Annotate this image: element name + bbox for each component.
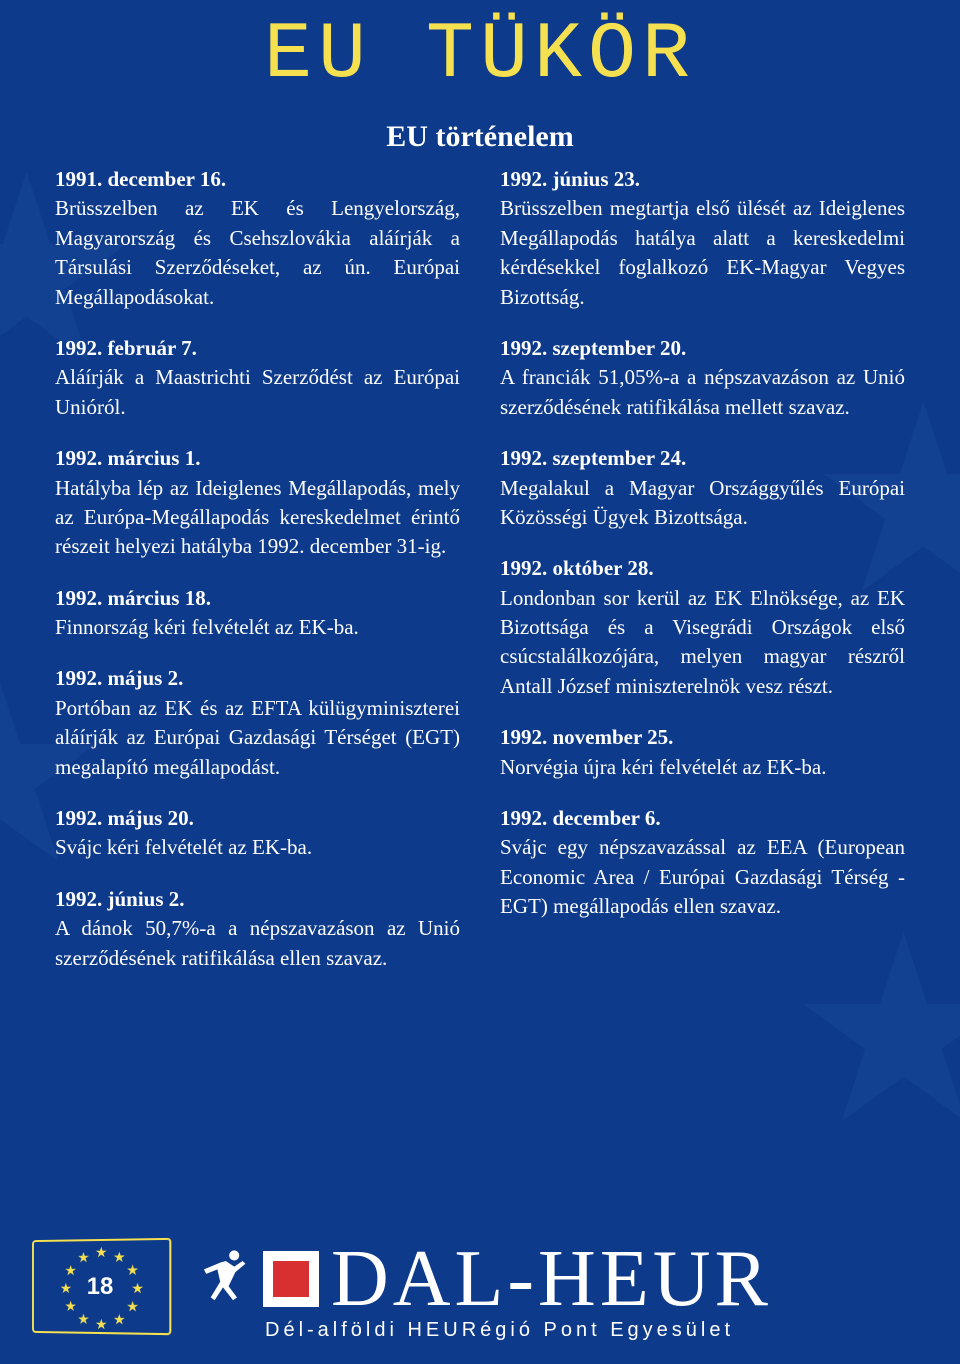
logo-block: DAL-HEUR Dél-alföldi HEURégió Pont Egyes… [195, 1243, 920, 1342]
entry-date: 1992. február 7. [55, 334, 460, 363]
entry-date: 1992. március 18. [55, 584, 460, 613]
timeline-entry: 1992. május 2.Portóban az EK és az EFTA … [55, 664, 460, 782]
left-column: 1991. december 16.Brüsszelben az EK és L… [55, 165, 460, 995]
entry-body: Brüsszelben megtartja első ülését az Ide… [500, 194, 905, 312]
entry-date: 1992. december 6. [500, 804, 905, 833]
timeline-entry: 1992. március 1.Hatályba lép az Ideiglen… [55, 444, 460, 562]
right-column: 1992. június 23.Brüsszelben megtartja el… [500, 165, 905, 995]
timeline-entry: 1992. május 20.Svájc kéri felvételét az … [55, 804, 460, 863]
entry-body: Brüsszelben az EK és Lengyelország, Magy… [55, 194, 460, 312]
logo-subtitle: Dél-alföldi HEURégió Pont Egyesület [265, 1319, 920, 1342]
timeline-entry: 1991. december 16.Brüsszelben az EK és L… [55, 165, 460, 312]
eu-flag-badge: 18 ★★★★★★★★★★★★ [32, 1238, 171, 1335]
entry-body: Svájc egy népszavazással az EEA (Europea… [500, 833, 905, 921]
entry-date: 1992. június 23. [500, 165, 905, 194]
footer: 18 ★★★★★★★★★★★★ DAL-HEUR Dél-alföldi HEU… [0, 1194, 960, 1364]
timeline-entry: 1992. március 18.Finnország kéri felvéte… [55, 584, 460, 643]
entry-date: 1992. október 28. [500, 554, 905, 583]
entry-body: Finnország kéri felvételét az EK-ba. [55, 613, 460, 642]
timeline-entry: 1992. június 2.A dánok 50,7%-a a népszav… [55, 885, 460, 973]
entry-body: Hatályba lép az Ideiglenes Megállapodás,… [55, 474, 460, 562]
entry-body: Aláírják a Maastrichti Szerződést az Eur… [55, 363, 460, 422]
timeline-entry: 1992. szeptember 24.Megalakul a Magyar O… [500, 444, 905, 532]
entry-body: Megalakul a Magyar Országgyűlés Európai … [500, 474, 905, 533]
entry-date: 1992. március 1. [55, 444, 460, 473]
entry-body: Svájc kéri felvételét az EK-ba. [55, 833, 460, 862]
entry-date: 1991. december 16. [55, 165, 460, 194]
entry-date: 1992. június 2. [55, 885, 460, 914]
eu-flag-stars: 18 ★★★★★★★★★★★★ [34, 1240, 169, 1333]
runner-icon [195, 1247, 251, 1311]
timeline-entry: 1992. december 6.Svájc egy népszavazássa… [500, 804, 905, 922]
entry-body: Norvégia újra kéri felvételét az EK-ba. [500, 753, 905, 782]
entry-body: A franciák 51,05%-a a népszavazáson az U… [500, 363, 905, 422]
main-title: EU TÜKÖR [0, 10, 960, 101]
red-square-icon [263, 1251, 319, 1307]
timeline-entry: 1992. november 25.Norvégia újra kéri fel… [500, 723, 905, 782]
entry-body: A dánok 50,7%-a a népszavazáson az Unió … [55, 914, 460, 973]
timeline-entry: 1992. június 23.Brüsszelben megtartja el… [500, 165, 905, 312]
entry-date: 1992. május 2. [55, 664, 460, 693]
section-title: EU történelem [0, 120, 960, 154]
content-columns: 1991. december 16.Brüsszelben az EK és L… [55, 165, 905, 995]
timeline-entry: 1992. február 7.Aláírják a Maastrichti S… [55, 334, 460, 422]
entry-date: 1992. szeptember 24. [500, 444, 905, 473]
entry-date: 1992. május 20. [55, 804, 460, 833]
logo-text: DAL-HEUR [331, 1243, 772, 1315]
page-number: 18 [87, 1272, 114, 1300]
entry-date: 1992. szeptember 20. [500, 334, 905, 363]
timeline-entry: 1992. október 28.Londonban sor kerül az … [500, 554, 905, 701]
timeline-entry: 1992. szeptember 20.A franciák 51,05%-a … [500, 334, 905, 422]
entry-body: Londonban sor kerül az EK Elnöksége, az … [500, 584, 905, 702]
entry-body: Portóban az EK és az EFTA külügyminiszte… [55, 694, 460, 782]
entry-date: 1992. november 25. [500, 723, 905, 752]
